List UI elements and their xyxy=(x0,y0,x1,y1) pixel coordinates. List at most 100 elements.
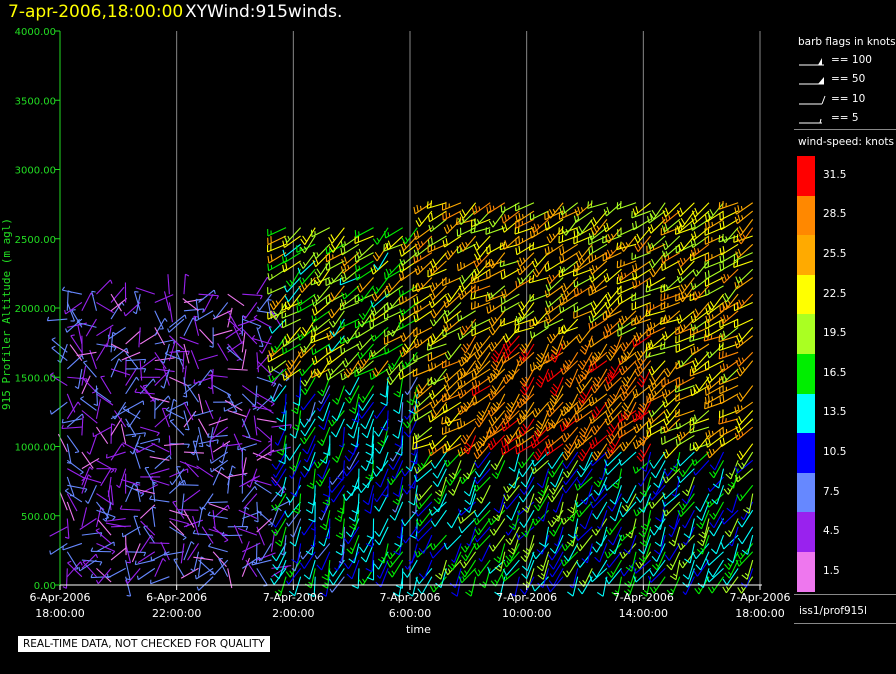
wind-barb xyxy=(682,576,695,596)
wind-barb xyxy=(588,393,608,407)
wind-barb xyxy=(74,368,83,390)
wind-barb xyxy=(704,277,724,287)
wind-barb xyxy=(100,375,112,395)
wind-barb xyxy=(592,501,608,520)
wind-barb xyxy=(560,551,579,567)
wind-barb xyxy=(207,433,228,438)
wind-barb xyxy=(318,410,331,431)
wind-barb xyxy=(413,252,433,264)
wind-barb xyxy=(519,509,535,528)
wind-barb xyxy=(81,415,84,436)
wind-barb xyxy=(93,385,99,407)
wind-barb xyxy=(560,318,579,335)
color-bar-label: 16.5 xyxy=(823,366,847,379)
wind-barb xyxy=(646,318,666,332)
wind-barb xyxy=(705,310,724,324)
wind-barb xyxy=(241,557,251,577)
wind-barbs xyxy=(46,200,754,598)
wind-barb xyxy=(418,534,433,554)
wind-barb xyxy=(604,243,622,260)
wind-barb xyxy=(392,476,404,498)
wind-barb xyxy=(531,426,549,443)
wind-barb xyxy=(405,451,418,472)
wind-barb xyxy=(290,476,302,497)
wind-barb xyxy=(288,576,302,597)
wind-barb xyxy=(342,351,360,368)
wind-barb xyxy=(271,565,292,569)
x-tick-date: 7-Apr-2006 xyxy=(496,591,557,604)
wind-barb xyxy=(366,560,375,581)
color-bar-cell xyxy=(797,235,815,275)
color-bar-label: 4.5 xyxy=(823,525,840,538)
wind-barb xyxy=(81,365,87,386)
wind-barb xyxy=(275,526,287,547)
wind-barb xyxy=(737,526,754,545)
wind-barb xyxy=(463,493,477,514)
wind-barb xyxy=(233,524,243,544)
wind-barb xyxy=(372,360,389,377)
wind-barb xyxy=(271,302,287,320)
wind-barb xyxy=(488,335,506,352)
wind-barb xyxy=(514,324,535,334)
wind-barb xyxy=(617,326,637,337)
wind-barb xyxy=(241,393,257,410)
wind-barb xyxy=(61,424,82,430)
wind-barb xyxy=(609,501,622,522)
wind-barb xyxy=(504,401,520,420)
wind-barb xyxy=(66,501,75,521)
wind-barb xyxy=(676,426,695,442)
wind-barb xyxy=(341,252,360,267)
wind-barb xyxy=(67,560,83,578)
wind-barb xyxy=(256,327,264,347)
wind-barb xyxy=(380,385,389,407)
wind-barb xyxy=(435,559,447,580)
wind-barb xyxy=(604,459,622,476)
plot-title: XYWind:915winds. xyxy=(185,2,343,22)
wind-barb xyxy=(204,400,214,420)
x-tick-date: 7-Apr-2006 xyxy=(613,591,674,604)
wind-barb xyxy=(660,434,681,445)
wind-barb xyxy=(719,260,739,272)
wind-barb xyxy=(299,335,316,353)
wind-barb xyxy=(619,335,637,352)
wind-barb xyxy=(401,351,418,369)
wind-barb xyxy=(126,410,141,428)
wind-barb xyxy=(725,460,739,480)
wind-barb xyxy=(462,460,477,480)
wind-barb xyxy=(284,360,302,378)
wind-barb xyxy=(122,405,141,420)
wind-barb xyxy=(241,418,251,438)
color-bar-cell xyxy=(797,314,815,354)
wind-barb xyxy=(668,518,681,538)
wind-barb xyxy=(154,370,170,386)
wind-barb xyxy=(474,451,491,469)
wind-barb xyxy=(105,517,126,522)
wind-barb xyxy=(695,551,710,571)
wind-barb xyxy=(534,352,550,371)
wind-barb xyxy=(198,354,218,362)
wind-barb xyxy=(140,520,156,536)
wind-barb xyxy=(563,468,579,485)
wind-barb xyxy=(65,318,83,333)
wind-barb xyxy=(666,551,681,571)
wind-barb xyxy=(414,459,433,474)
wind-barb xyxy=(505,518,520,536)
wind-barb xyxy=(559,243,579,256)
wind-barb xyxy=(649,202,666,220)
wind-barb xyxy=(414,260,433,276)
wind-barb xyxy=(520,543,535,562)
wind-barb xyxy=(357,401,374,419)
wind-barb xyxy=(270,568,287,585)
wind-barb xyxy=(344,376,360,396)
wind-barb xyxy=(441,201,462,211)
wind-barb xyxy=(502,335,520,352)
wind-barb xyxy=(160,541,170,561)
wind-barb xyxy=(661,326,681,341)
wind-barb xyxy=(351,493,360,515)
wind-barb xyxy=(198,418,209,437)
wind-barb xyxy=(267,360,287,373)
wind-barb xyxy=(589,268,608,283)
wind-barb xyxy=(429,327,447,343)
wind-barb xyxy=(705,551,724,566)
wind-barb xyxy=(451,576,462,597)
